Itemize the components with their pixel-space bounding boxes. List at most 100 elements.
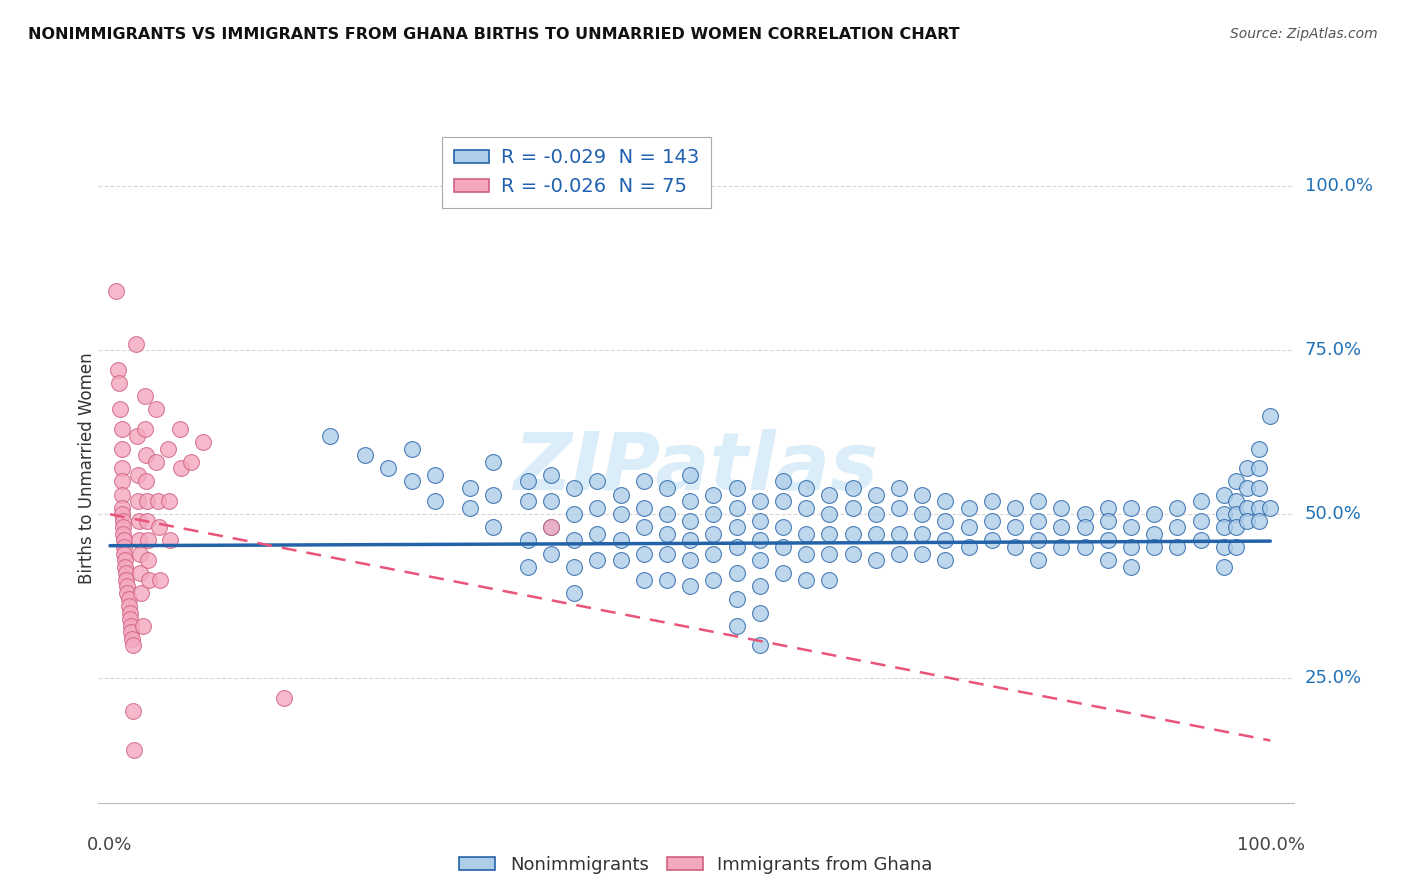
Point xyxy=(1236,461,1258,475)
Point xyxy=(934,494,956,508)
Point xyxy=(354,448,377,462)
Point xyxy=(1119,559,1142,574)
Point xyxy=(609,533,631,548)
Point xyxy=(562,507,585,521)
Point xyxy=(702,547,724,561)
Point xyxy=(1189,533,1212,548)
Point xyxy=(110,402,132,417)
Point xyxy=(423,494,446,508)
Point xyxy=(1225,475,1247,489)
Point xyxy=(107,363,129,377)
Point xyxy=(841,500,863,515)
Point xyxy=(146,494,169,508)
Point xyxy=(772,566,794,581)
Point xyxy=(702,527,724,541)
Point xyxy=(1247,514,1270,528)
Point xyxy=(562,533,585,548)
Point xyxy=(111,520,134,534)
Point xyxy=(136,553,159,567)
Point xyxy=(1004,540,1026,554)
Point xyxy=(1143,527,1166,541)
Legend: Nonimmigrants, Immigrants from Ghana: Nonimmigrants, Immigrants from Ghana xyxy=(453,848,939,880)
Point xyxy=(1212,540,1234,554)
Point xyxy=(191,435,214,450)
Point xyxy=(145,455,167,469)
Point xyxy=(794,481,817,495)
Point xyxy=(679,533,702,548)
Text: 25.0%: 25.0% xyxy=(1305,669,1362,687)
Point xyxy=(679,579,702,593)
Point xyxy=(1236,481,1258,495)
Text: ZIPatlas: ZIPatlas xyxy=(513,429,879,508)
Point xyxy=(957,520,980,534)
Point xyxy=(748,553,770,567)
Point xyxy=(1026,514,1049,528)
Point xyxy=(516,494,538,508)
Text: 50.0%: 50.0% xyxy=(1305,505,1361,524)
Point xyxy=(516,533,538,548)
Point xyxy=(1247,461,1270,475)
Point xyxy=(516,475,538,489)
Point xyxy=(540,520,562,534)
Point xyxy=(1073,540,1095,554)
Point xyxy=(679,467,702,482)
Point xyxy=(911,487,934,501)
Point xyxy=(136,494,159,508)
Point xyxy=(794,527,817,541)
Point xyxy=(1004,520,1026,534)
Point xyxy=(1119,500,1142,515)
Point xyxy=(115,573,138,587)
Point xyxy=(655,573,678,587)
Point xyxy=(748,533,770,548)
Point xyxy=(772,520,794,534)
Point xyxy=(748,514,770,528)
Point xyxy=(458,500,481,515)
Point xyxy=(1097,500,1119,515)
Point xyxy=(633,500,655,515)
Point xyxy=(794,500,817,515)
Point xyxy=(118,612,141,626)
Point xyxy=(129,547,152,561)
Text: 75.0%: 75.0% xyxy=(1305,342,1362,359)
Point xyxy=(1119,540,1142,554)
Point xyxy=(633,547,655,561)
Point xyxy=(423,467,446,482)
Point xyxy=(1073,520,1095,534)
Point xyxy=(818,507,841,521)
Point xyxy=(273,690,295,705)
Point xyxy=(748,639,770,653)
Point xyxy=(118,606,141,620)
Point xyxy=(136,514,159,528)
Point xyxy=(1026,494,1049,508)
Point xyxy=(633,573,655,587)
Point xyxy=(1143,507,1166,521)
Point xyxy=(1212,507,1234,521)
Point xyxy=(679,514,702,528)
Point xyxy=(609,487,631,501)
Point xyxy=(818,527,841,541)
Point xyxy=(170,461,193,475)
Point xyxy=(124,743,146,757)
Text: 0.0%: 0.0% xyxy=(87,837,132,855)
Point xyxy=(180,455,202,469)
Point xyxy=(112,533,135,548)
Point xyxy=(540,547,562,561)
Point xyxy=(1026,533,1049,548)
Point xyxy=(911,527,934,541)
Point xyxy=(725,618,748,632)
Point xyxy=(586,500,609,515)
Point xyxy=(1247,481,1270,495)
Point xyxy=(401,442,423,456)
Point xyxy=(401,475,423,489)
Point xyxy=(138,573,160,587)
Point xyxy=(772,494,794,508)
Point xyxy=(957,500,980,515)
Point xyxy=(562,559,585,574)
Point xyxy=(818,487,841,501)
Point xyxy=(111,487,134,501)
Point xyxy=(841,547,863,561)
Point xyxy=(911,547,934,561)
Point xyxy=(145,402,167,417)
Point xyxy=(131,586,153,600)
Point xyxy=(1258,409,1281,423)
